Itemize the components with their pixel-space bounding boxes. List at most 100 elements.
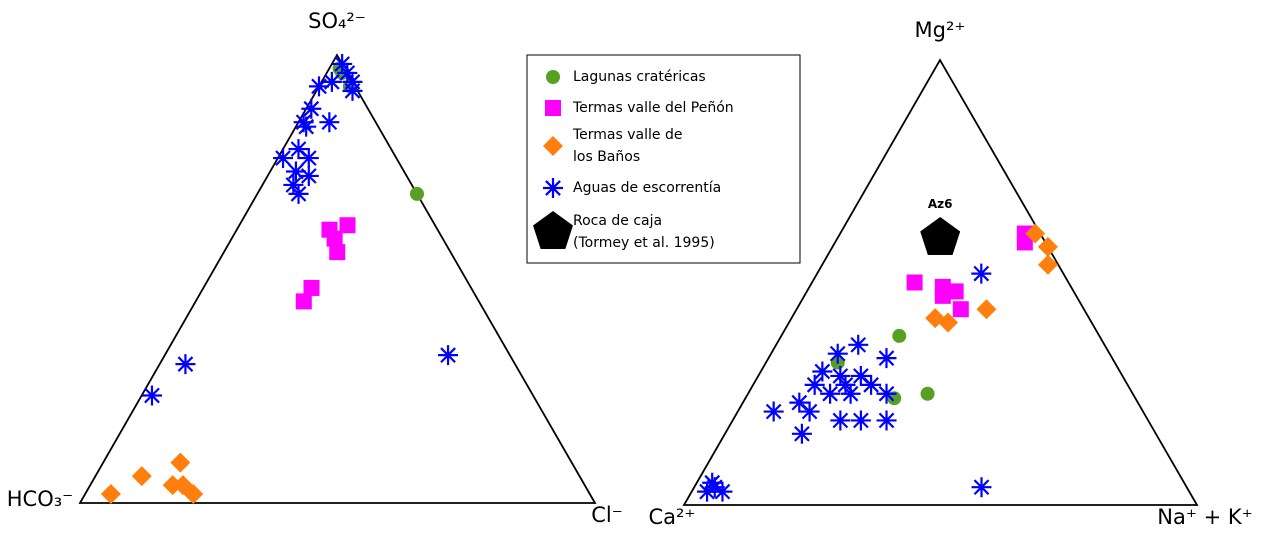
- point: [697, 481, 718, 502]
- triangle: [682, 58, 1199, 506]
- point: [288, 139, 309, 160]
- point: [704, 477, 725, 498]
- series: [920, 217, 961, 255]
- point: [1025, 223, 1046, 244]
- point: [546, 70, 560, 84]
- point: [892, 328, 907, 343]
- point: [298, 148, 319, 169]
- vertex-label: Mg²⁺: [915, 18, 966, 42]
- point: [183, 484, 204, 505]
- point: [791, 423, 812, 444]
- vertex-label: Na⁺ + K⁺: [1157, 505, 1252, 529]
- point: [848, 334, 869, 355]
- point: [288, 183, 309, 204]
- vertex-label: Cl⁻: [591, 503, 623, 527]
- series: [295, 217, 356, 310]
- point: [830, 365, 851, 386]
- point: [976, 299, 997, 320]
- point: [295, 293, 312, 310]
- point: [850, 365, 871, 386]
- point: [131, 466, 152, 487]
- point: [827, 343, 848, 364]
- point-label: Az6: [928, 197, 953, 211]
- point: [332, 53, 353, 74]
- point: [1016, 234, 1033, 251]
- legend-label: Termas valle del Peñón: [572, 100, 734, 116]
- point: [533, 211, 573, 249]
- point: [285, 161, 306, 182]
- point: [876, 348, 897, 369]
- point: [763, 401, 784, 422]
- legend-label: Roca de caja (Tormey et al. 1995): [573, 213, 715, 251]
- point: [906, 274, 923, 291]
- legend-box: [526, 54, 801, 264]
- legend-item: Aguas de escorrentía: [543, 178, 721, 198]
- vertex-label: HCO₃⁻: [7, 487, 74, 511]
- point: [947, 283, 964, 300]
- point: [342, 80, 363, 101]
- point: [920, 386, 935, 401]
- legend-item: Termas valle de los Baños: [543, 127, 682, 165]
- legend-label: Termas valle de los Baños: [572, 127, 682, 165]
- vertex-label: Ca²⁺: [648, 505, 695, 529]
- point: [337, 62, 358, 83]
- point: [850, 410, 871, 431]
- point: [301, 98, 322, 119]
- point: [293, 112, 314, 133]
- point: [840, 383, 861, 404]
- point: [409, 186, 424, 201]
- point: [712, 481, 733, 502]
- point: [702, 472, 723, 493]
- point: [321, 71, 342, 92]
- series: [697, 263, 992, 502]
- point: [309, 76, 330, 97]
- triangle: [78, 53, 597, 504]
- point: [543, 136, 563, 156]
- point: [339, 217, 356, 234]
- legend-label: Lagunas cratéricas: [573, 69, 706, 85]
- point: [812, 361, 833, 382]
- point: [1037, 254, 1058, 275]
- series: [925, 223, 1058, 333]
- legend-item: Lagunas cratéricas: [546, 69, 706, 85]
- legend-item: Termas valle del Peñón: [545, 100, 734, 116]
- legend-label: Aguas de escorrentía: [573, 180, 721, 196]
- series: [141, 53, 459, 406]
- point: [934, 287, 951, 304]
- point: [830, 410, 851, 431]
- point: [298, 165, 319, 186]
- point: [820, 383, 841, 404]
- point: [296, 116, 317, 137]
- point: [789, 392, 810, 413]
- point: [326, 230, 343, 247]
- point: [545, 100, 561, 116]
- point: [799, 401, 820, 422]
- series: [100, 452, 204, 505]
- point: [971, 263, 992, 284]
- point: [170, 452, 191, 473]
- point: [804, 374, 825, 395]
- point: [283, 174, 304, 195]
- vertex-label: SO₄²⁻: [308, 9, 366, 33]
- point: [100, 484, 121, 505]
- point: [141, 385, 162, 406]
- point: [543, 178, 563, 198]
- point: [920, 217, 961, 255]
- point: [876, 383, 897, 404]
- point: [1037, 236, 1058, 257]
- point: [175, 354, 196, 375]
- legend-item: Roca de caja (Tormey et al. 1995): [533, 211, 715, 251]
- point: [303, 279, 320, 296]
- point: [835, 374, 856, 395]
- series: [906, 225, 1033, 318]
- point: [438, 345, 459, 366]
- point: [876, 410, 897, 431]
- point: [861, 374, 882, 395]
- point: [319, 112, 340, 133]
- point: [937, 312, 958, 333]
- point: [952, 301, 969, 318]
- point: [971, 477, 992, 498]
- point: [329, 244, 346, 261]
